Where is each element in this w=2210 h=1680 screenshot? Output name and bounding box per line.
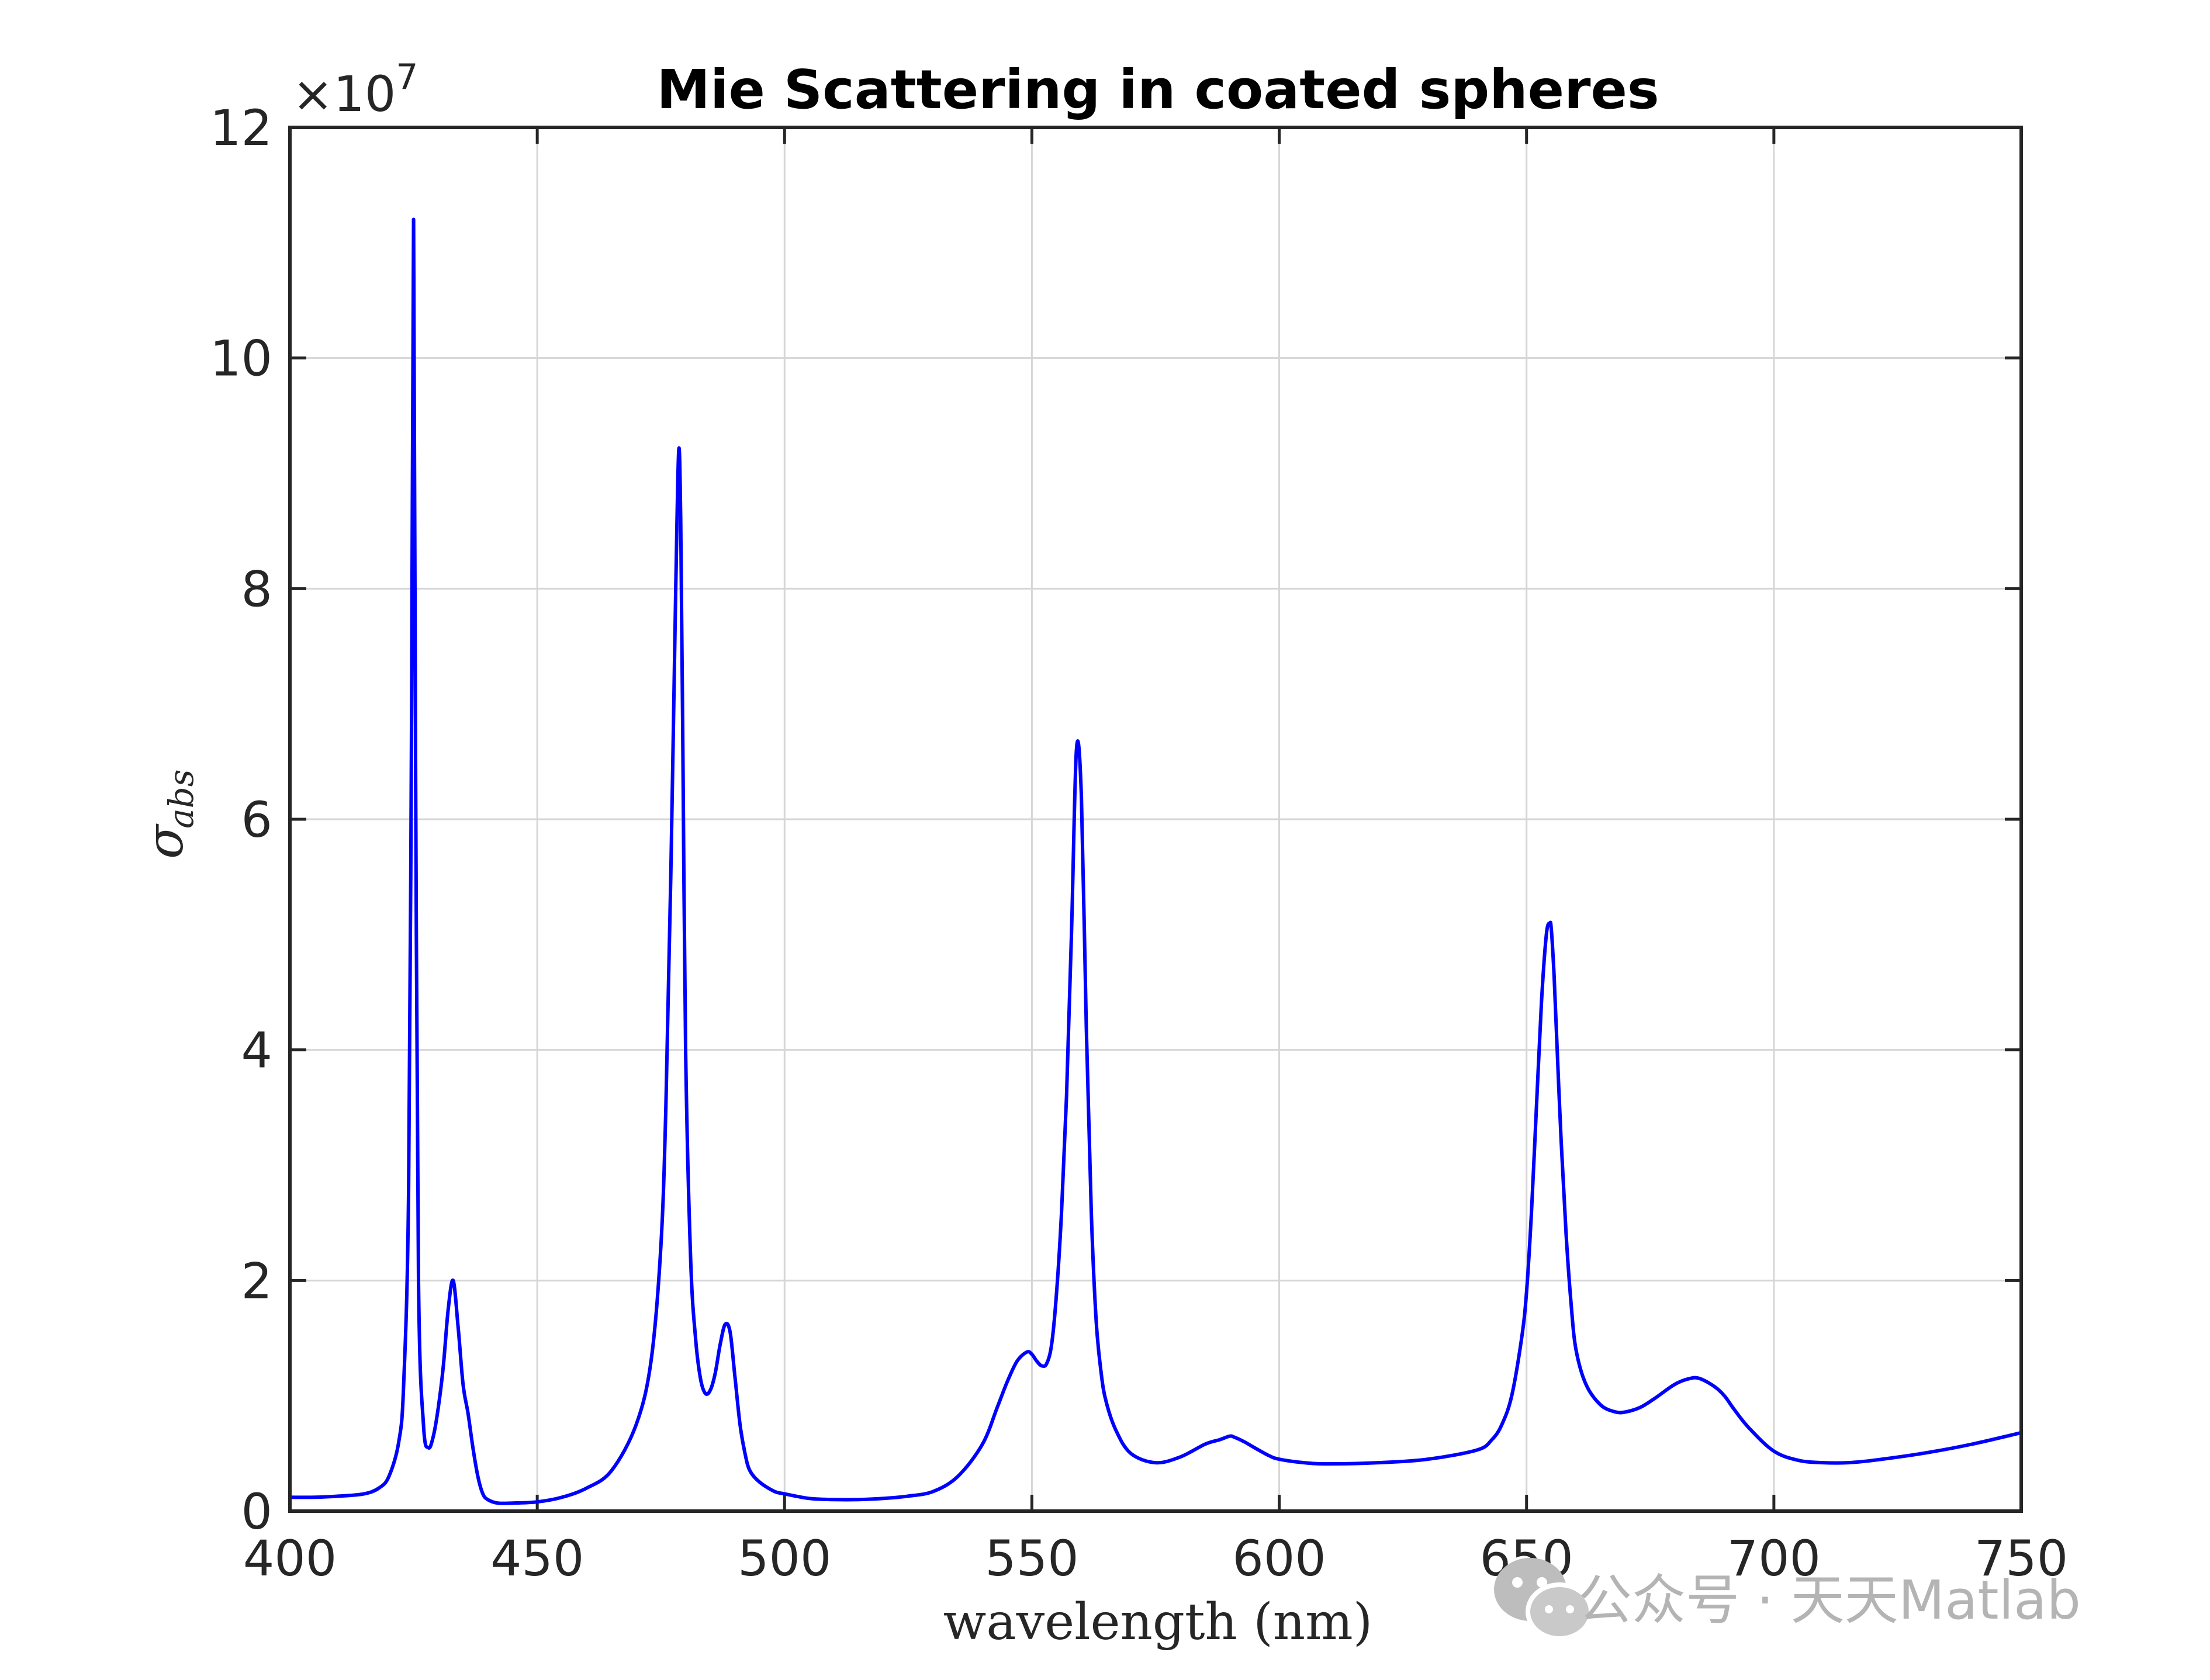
x-axis-label: wavelength (nm) [943,1593,1373,1651]
y-tick-labels: 0 2 4 6 8 10 12 [210,99,272,1540]
series-layer [290,217,2021,1505]
y-tick-label: 6 [241,791,272,848]
x-tick-label: 750 [1974,1530,2068,1587]
x-tick-label: 400 [243,1530,337,1587]
y-exponent-label: ×107 [292,57,418,123]
watermark: 公众号 · 天天Matlab [1494,1558,2081,1641]
y-tick-label: 8 [241,560,272,618]
y-exponent-power: 7 [396,57,418,98]
y-axis-label-symbol: σ [136,823,195,859]
watermark-text: 公众号 · 天天Matlab [1578,1569,2081,1631]
series-line-0 [290,217,2021,1505]
y-tick-label: 0 [241,1483,272,1540]
grid [290,127,2021,1511]
y-tick-label: 10 [210,330,272,387]
y-exponent-base: ×10 [292,65,396,123]
y-tick-label: 4 [241,1022,272,1079]
y-axis-label: σ abs [136,770,201,859]
x-tick-label: 600 [1232,1530,1326,1587]
wechat-icon [1494,1558,1593,1641]
y-tick-label: 2 [241,1252,272,1310]
chart-title: Mie Scattering in coated spheres [656,58,1659,121]
x-tick-label: 450 [490,1530,584,1587]
x-tick-label: 550 [985,1530,1078,1587]
y-tick-label: 12 [210,99,272,157]
x-tick-label: 500 [738,1530,831,1587]
plot-area [288,126,2023,1513]
axes-box [288,126,2023,1513]
x-tick-labels: 400450500550600650700750 [243,1530,2068,1587]
x-tick-label: 700 [1727,1530,1821,1587]
y-axis-label-subscript: abs [161,770,201,829]
